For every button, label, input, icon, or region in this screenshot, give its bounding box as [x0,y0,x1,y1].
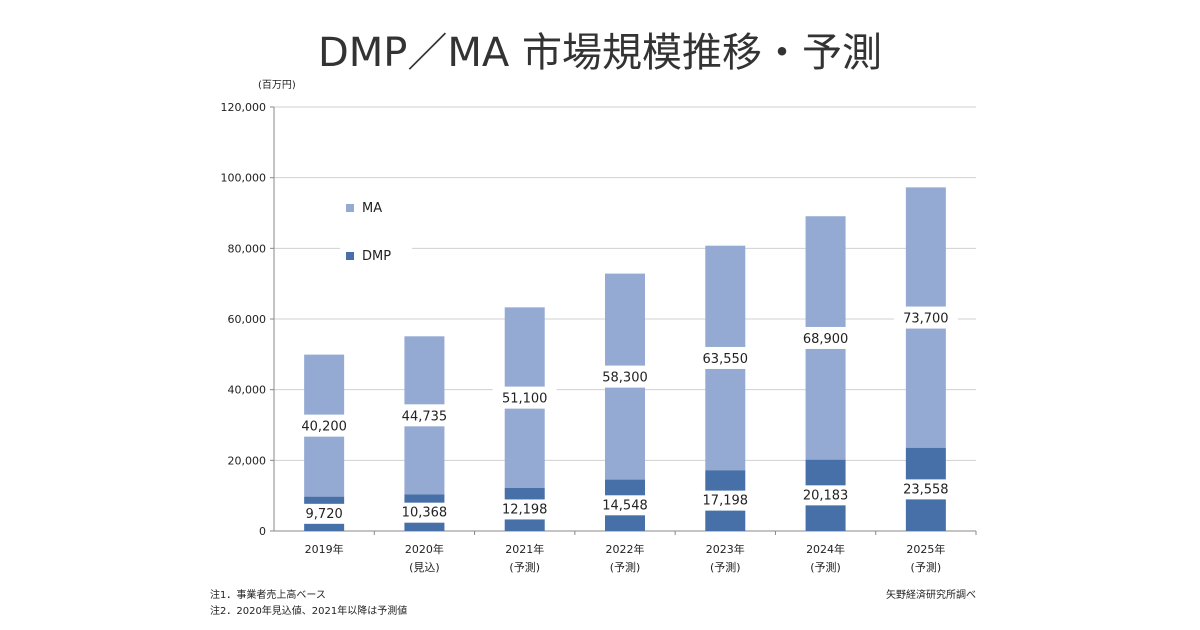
chart-title: DMP／MA 市場規模推移・予測 [317,30,883,76]
data-label-bg [693,346,758,369]
data-label-dmp-0: 9,720 [306,507,343,522]
y-tick-label: 80,000 [228,242,267,255]
note-2: 注2．2020年見込値、2021年以降は予測値 [210,606,408,617]
x-tick-sublabel-1: (見込) [409,561,440,574]
source-credit: 矢野経済研究所調べ [886,590,976,601]
note-1: 注1．事業者売上高ベース [210,590,326,601]
x-tick-sublabel-3: (予測) [610,560,641,574]
legend-label-ma: MA [362,201,382,216]
x-tick-sublabel-4: (予測) [710,560,741,574]
data-label-ma-0: 40,200 [301,420,347,435]
data-label-bg [893,306,958,329]
data-label-bg [593,365,657,388]
data-label-bg [392,502,457,523]
data-label-dmp-5: 20,183 [803,488,849,503]
data-label-dmp-6: 23,558 [903,482,949,497]
data-label-ma-6: 73,700 [903,312,949,327]
y-unit-label: (百万円) [258,79,296,91]
data-label-bg [893,479,958,500]
data-label-bg [292,503,357,524]
x-tick-label-2: 2021年 [505,542,544,556]
data-label-bg [392,404,457,427]
legend-label-dmp: DMP [362,249,391,264]
x-tick-label-4: 2023年 [706,542,745,556]
data-label-ma-1: 44,735 [402,409,448,424]
data-label-dmp-4: 17,198 [703,494,749,509]
x-tick-sublabel-6: (予測) [911,560,942,574]
x-tick-label-0: 2019年 [305,542,344,556]
y-tick-label: 60,000 [228,313,267,326]
y-tick-label: 100,000 [221,172,267,185]
y-tick-label: 120,000 [221,101,267,114]
legend-swatch-dmp [346,252,354,260]
data-label-ma-3: 58,300 [602,371,648,386]
data-label-bg [693,490,758,511]
data-label-bg [492,386,557,409]
x-tick-sublabel-2: (予測) [509,560,540,574]
x-tick-sublabel-5: (予測) [810,560,841,574]
x-tick-label-5: 2024年 [806,542,845,556]
data-label-dmp-2: 12,198 [502,502,548,517]
x-tick-label-1: 2020年 [405,542,444,556]
y-tick-label: 20,000 [228,454,267,467]
data-label-dmp-3: 14,548 [602,498,648,513]
data-label-bg [492,499,557,520]
data-label-bg [593,495,657,516]
data-label-ma-4: 63,550 [703,352,749,367]
data-label-ma-2: 51,100 [502,392,548,407]
y-tick-label: 40,000 [228,384,267,397]
data-label-bg [292,414,357,437]
data-label-bg [793,485,858,506]
data-label-ma-5: 68,900 [803,332,849,347]
x-tick-label-6: 2025年 [906,542,945,556]
x-tick-label-3: 2022年 [606,542,645,556]
data-label-bg [793,326,858,349]
y-tick-label: 0 [259,525,266,538]
legend-swatch-ma [346,204,354,212]
data-label-dmp-1: 10,368 [402,506,448,521]
